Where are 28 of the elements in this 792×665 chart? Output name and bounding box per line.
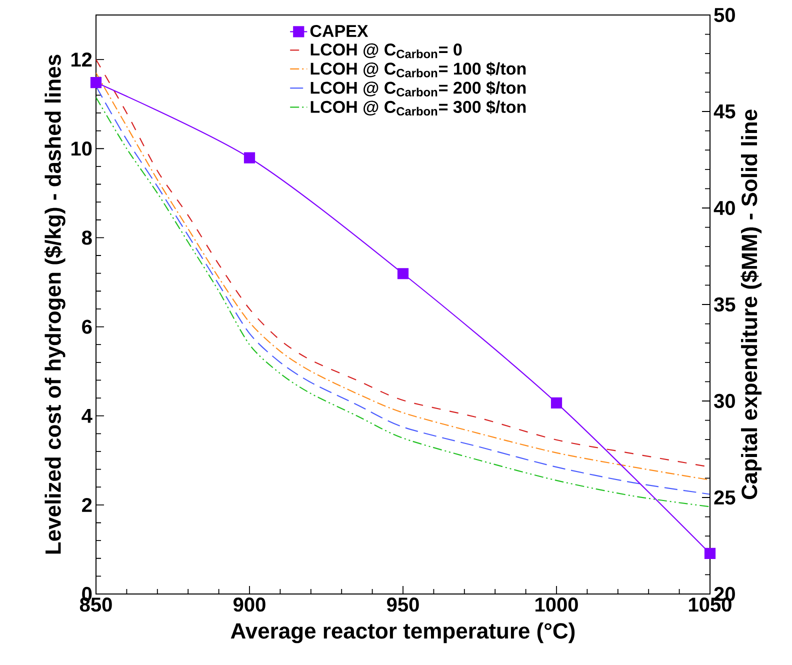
y2-tick-label: 50 bbox=[714, 8, 735, 22]
y-tick-label: 12 bbox=[71, 52, 92, 67]
point bbox=[244, 152, 256, 164]
legend-label: CAPEX bbox=[310, 24, 368, 38]
y2-tick-label: 40 bbox=[714, 200, 735, 216]
point bbox=[550, 397, 562, 408]
x-tick-label: 1000 bbox=[536, 598, 578, 612]
point bbox=[704, 548, 716, 560]
point bbox=[90, 76, 102, 88]
y2-tick-label: 45 bbox=[714, 104, 736, 118]
y-tick-label: 4 bbox=[82, 408, 92, 423]
y-tick-label: 8 bbox=[82, 230, 92, 245]
x-axis-title: Average reactor temperature (°C) bbox=[230, 622, 575, 644]
x-tick-label: 950 bbox=[387, 598, 419, 612]
x-tick-label: 900 bbox=[234, 598, 266, 612]
legend-label: LCOH @ C$_{Carbon}$= 300 $/ton bbox=[310, 100, 526, 116]
y-tick-label: 2 bbox=[82, 498, 92, 512]
legend-label: LCOH @ C$_{Carbon}$= 100 $/ton bbox=[310, 62, 526, 78]
y-tick-label: 6 bbox=[82, 320, 92, 334]
y2-tick-label: 30 bbox=[714, 394, 735, 408]
point bbox=[397, 268, 409, 280]
legend-label: LCOH @ C$_{Carbon}$= 0 bbox=[310, 43, 462, 58]
y2-axis-title: Capital expenditure ($MM) - Solid line bbox=[740, 110, 762, 500]
legend-label: LCOH @ C$_{Carbon}$= 200 $/ton bbox=[310, 81, 526, 96]
y-axis-title: Levelized cost of hydrogen ($/kg) - dashed lines bbox=[44, 54, 66, 554]
y-tick-label: 10 bbox=[71, 142, 92, 156]
y2-tick-label: 25 bbox=[714, 490, 736, 505]
y2-tick-label: 35 bbox=[714, 297, 736, 312]
